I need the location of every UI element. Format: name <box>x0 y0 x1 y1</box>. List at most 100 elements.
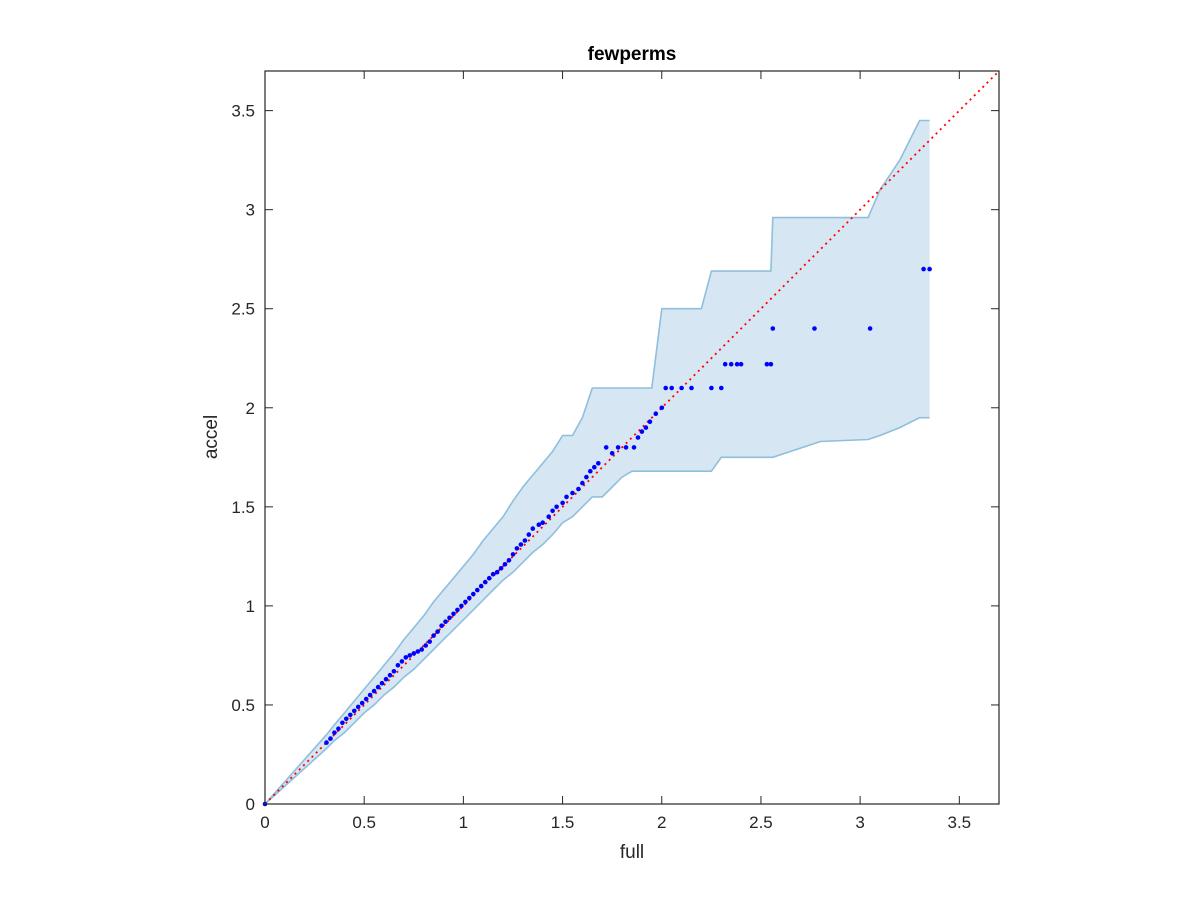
y-tick-label: 1 <box>246 597 255 616</box>
data-point <box>623 445 629 450</box>
band-upper-edge <box>264 119 930 805</box>
data-point <box>570 490 575 496</box>
data-point <box>355 704 361 710</box>
data-point <box>554 504 559 510</box>
data-point <box>391 669 397 674</box>
data-point <box>728 361 734 367</box>
axes-box <box>264 70 1000 805</box>
data-point <box>663 385 668 391</box>
x-tick-label: 1.5 <box>551 813 575 832</box>
data-point <box>411 651 417 656</box>
data-point <box>588 468 593 474</box>
data-point <box>653 411 659 417</box>
data-point <box>348 712 353 718</box>
y-tick-label: 2 <box>246 399 255 418</box>
data-point <box>371 688 377 694</box>
data-point <box>564 494 569 500</box>
data-point <box>584 474 589 480</box>
data-point <box>635 435 641 440</box>
data-point <box>336 726 341 731</box>
x-tick-label: 2 <box>657 813 666 832</box>
data-point <box>455 607 460 613</box>
data-point <box>530 526 536 531</box>
data-point <box>435 629 440 634</box>
data-point <box>560 500 565 506</box>
data-point <box>399 659 405 664</box>
data-point <box>324 740 329 745</box>
data-point <box>550 508 555 514</box>
y-tick-label: 2.5 <box>231 300 255 319</box>
data-point <box>478 583 484 589</box>
data-point <box>768 361 774 367</box>
data-point <box>867 326 873 331</box>
x-tick-label: 0 <box>260 813 269 832</box>
x-tick-label: 3 <box>855 813 864 832</box>
data-point <box>603 445 609 450</box>
data-point <box>526 532 532 537</box>
data-point <box>431 633 436 638</box>
data-point <box>738 361 744 367</box>
data-point <box>709 385 714 391</box>
y-tick-label: 0.5 <box>231 696 255 715</box>
data-point <box>643 425 649 430</box>
data-point <box>536 522 542 527</box>
data-point <box>592 464 597 470</box>
data-point <box>471 591 476 597</box>
axes: 0 0.5 1 1.5 2 2.5 3 3.5 0 0.5 1 1.5 2 2.5 3 3.5 <box>231 70 1000 832</box>
plot-area <box>262 70 1000 807</box>
x-tick-label: 2.5 <box>749 813 773 832</box>
data-point <box>506 558 512 563</box>
data-point <box>459 603 464 609</box>
data-point <box>344 716 349 722</box>
data-point <box>383 676 389 682</box>
reference-line <box>264 70 1000 805</box>
data-point <box>734 361 740 367</box>
data-point <box>475 587 480 593</box>
data-point <box>395 663 401 668</box>
data-point <box>639 429 645 434</box>
y-tick-label: 3 <box>246 201 255 220</box>
data-point <box>415 649 421 654</box>
data-point <box>689 385 694 391</box>
data-point <box>631 445 637 450</box>
x-tick-label: 1 <box>459 813 468 832</box>
band-lower-edge <box>264 416 930 805</box>
data-point <box>647 419 653 425</box>
data-point <box>387 672 393 678</box>
data-point <box>764 361 770 367</box>
x-tick-label: 3.5 <box>948 813 972 832</box>
x-axis-label: full <box>620 842 644 863</box>
data-point <box>510 552 516 557</box>
data-point <box>463 599 468 605</box>
data-point <box>494 569 500 575</box>
data-point <box>522 538 528 543</box>
y-axis-label: accel <box>201 415 222 459</box>
data-point <box>596 461 601 466</box>
data-point <box>467 595 472 601</box>
chart-title: fewperms <box>588 44 677 65</box>
data-point <box>439 623 444 628</box>
data-point <box>367 692 373 698</box>
data-point <box>359 700 365 706</box>
data-point <box>352 708 357 714</box>
data-point <box>812 326 817 331</box>
data-point <box>679 385 684 391</box>
data-point <box>580 480 585 486</box>
data-point <box>490 571 496 577</box>
data-point <box>443 619 448 624</box>
data-point <box>722 361 728 367</box>
data-point <box>375 684 381 690</box>
data-point <box>403 655 409 660</box>
data-point <box>407 653 413 658</box>
data-point <box>540 520 545 525</box>
data-point <box>427 639 433 644</box>
data-point <box>518 542 524 547</box>
data-point <box>514 546 520 551</box>
data-point <box>363 696 369 702</box>
x-tick-label: 0.5 <box>352 813 376 832</box>
data-point <box>609 451 615 456</box>
data-point <box>719 385 724 391</box>
data-point <box>447 615 452 621</box>
data-point <box>340 720 345 726</box>
